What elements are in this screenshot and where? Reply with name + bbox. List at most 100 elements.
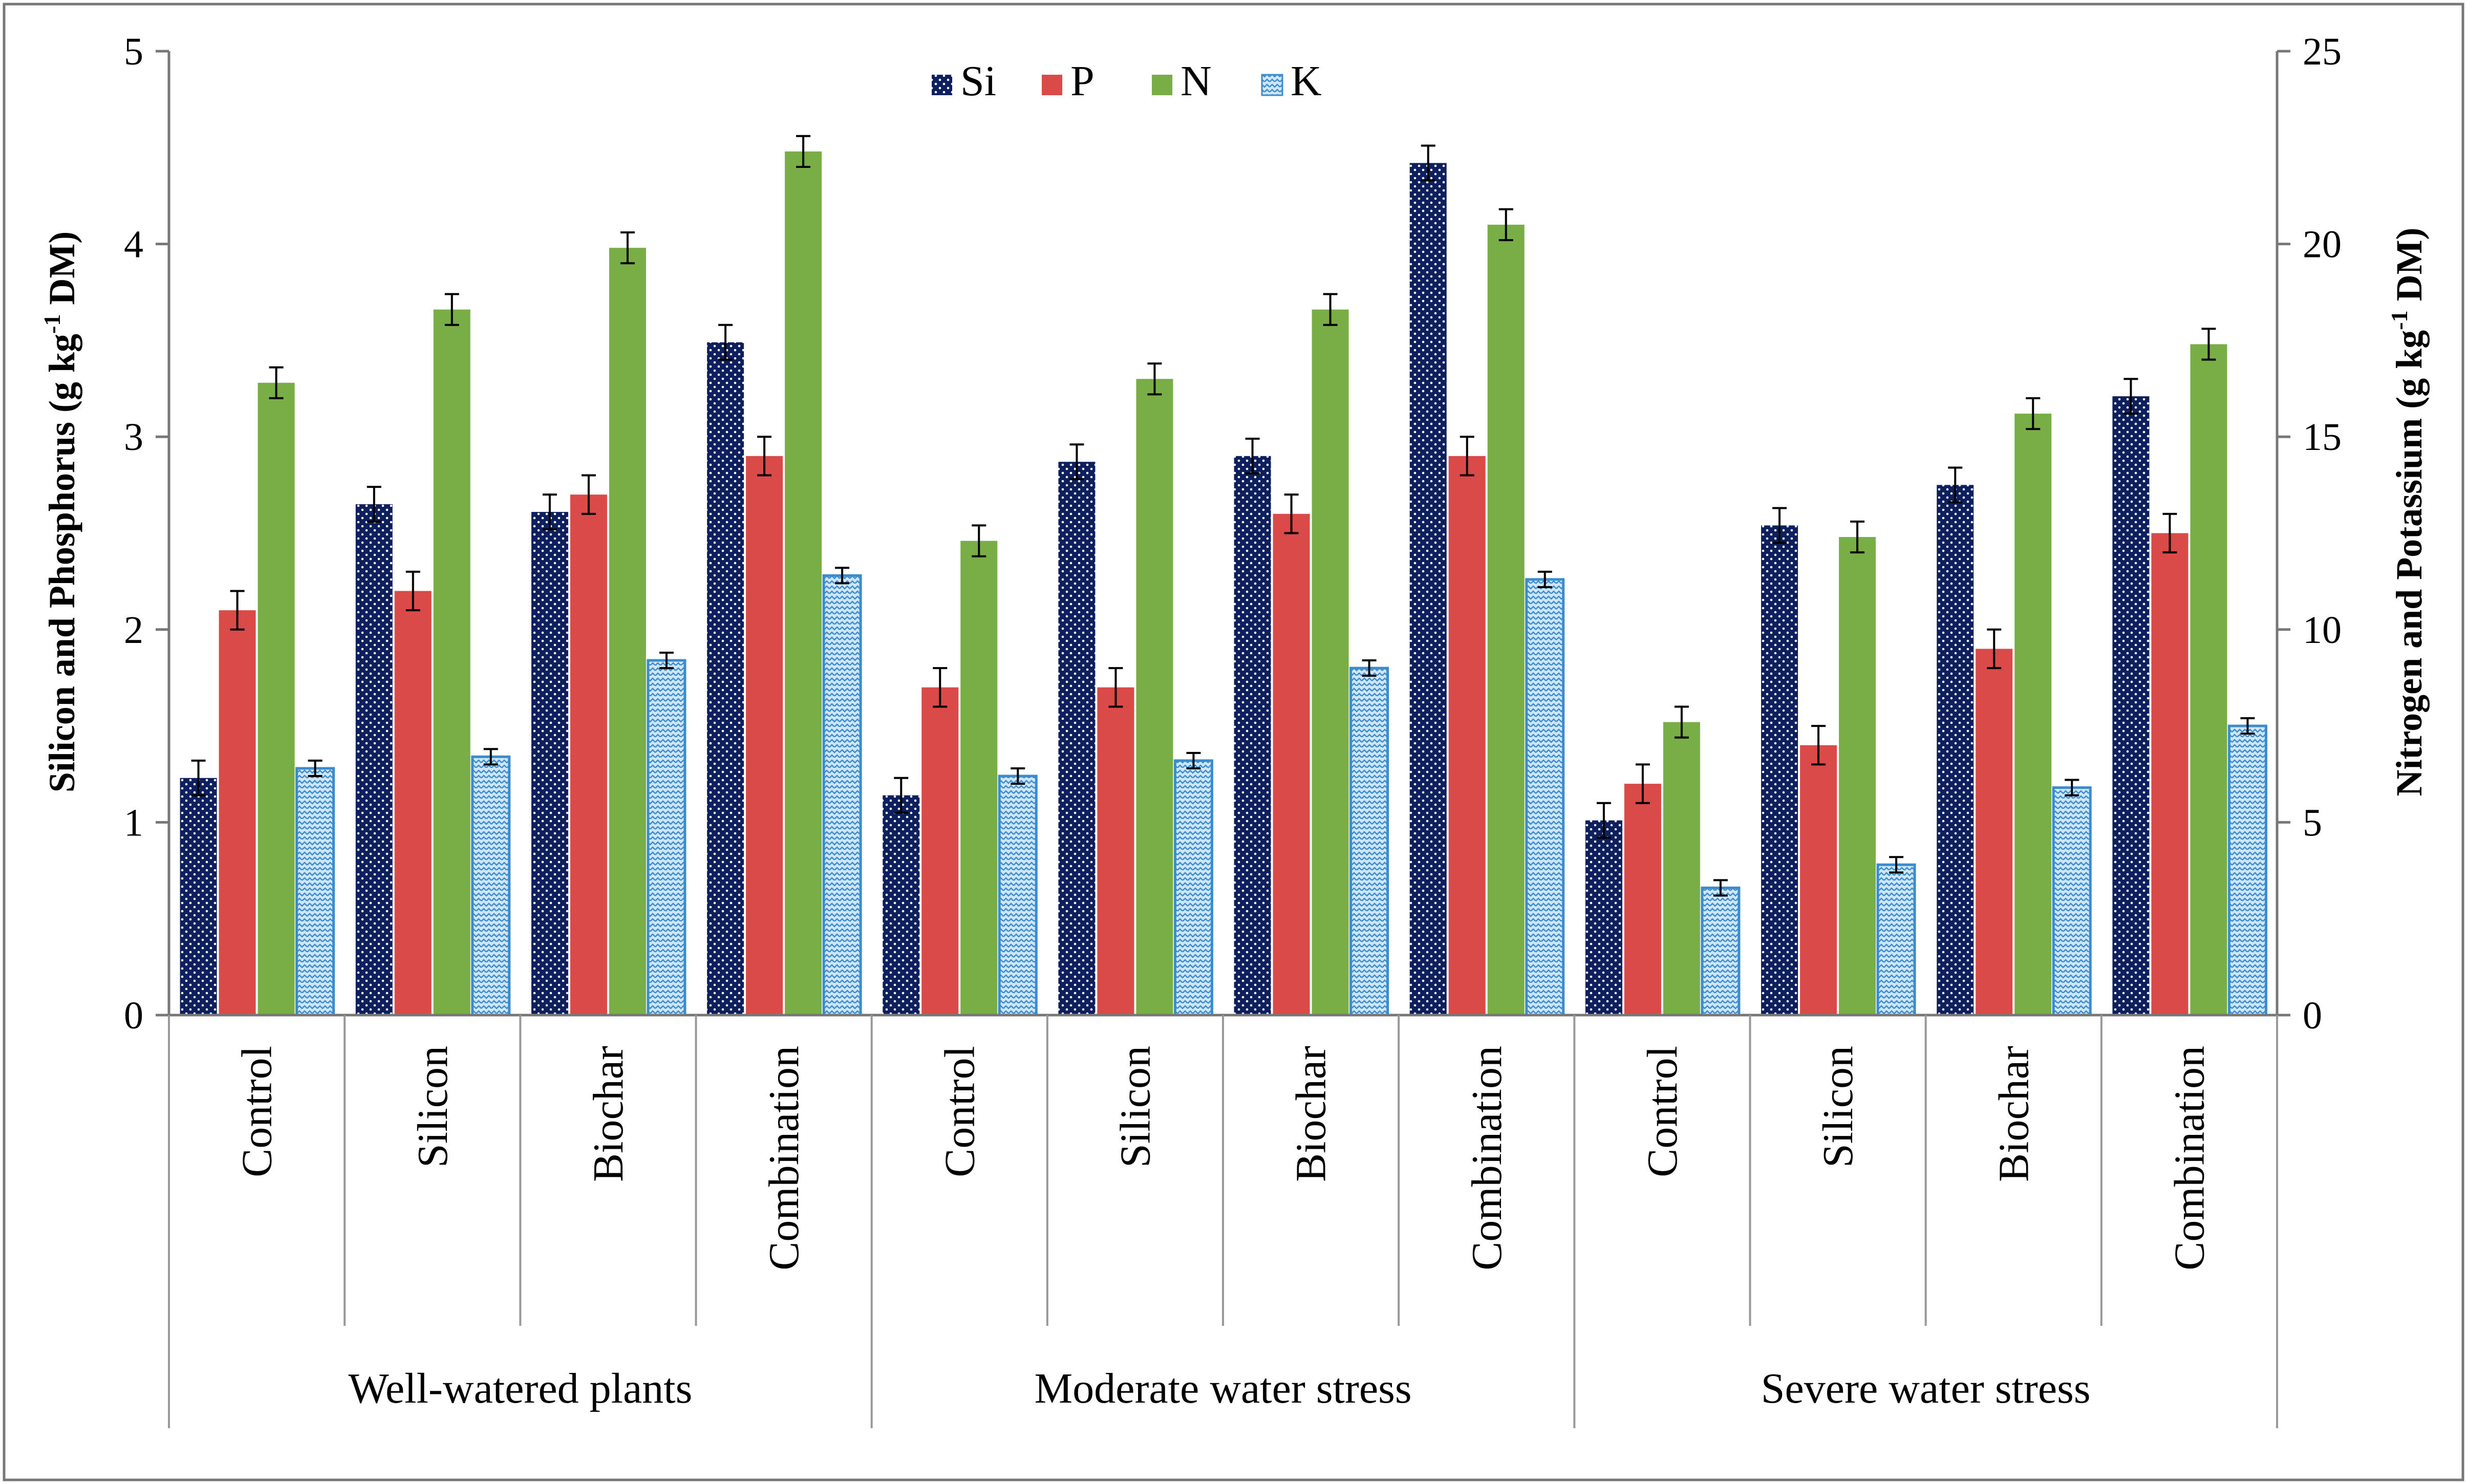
y-tick-right-label: 25 — [2303, 30, 2342, 73]
error-bar-si-11 — [2123, 378, 2138, 415]
error-bar-si-7 — [1421, 144, 1435, 182]
bar-k-2 — [647, 659, 687, 1017]
error-bar-p-8 — [1635, 763, 1650, 804]
error-bar-k-11 — [2240, 717, 2255, 735]
y-tick-left-label: 4 — [124, 223, 143, 266]
x-group-label: Moderate water stress — [1034, 1365, 1411, 1412]
error-bar-k-10 — [2065, 779, 2079, 797]
error-bar-n-6 — [1323, 293, 1338, 326]
x-category-label: Biochar — [1990, 1046, 2037, 1182]
error-bar-p-11 — [2162, 512, 2177, 554]
bar-k-4 — [998, 775, 1038, 1017]
bar-n-10 — [2014, 414, 2052, 1015]
bar-n-6 — [1312, 309, 1349, 1015]
bar-n-9 — [1839, 537, 1876, 1015]
bar-n-2 — [609, 248, 646, 1016]
y-tick-right-label: 0 — [2303, 994, 2322, 1037]
error-bar-p-7 — [1460, 436, 1474, 477]
error-bar-k-9 — [1889, 856, 1904, 874]
x-category-label: Silicon — [409, 1046, 457, 1168]
x-category-label: Silicon — [1814, 1046, 1862, 1168]
legend-label-p: P — [1070, 57, 1095, 105]
bar-n-11 — [2190, 344, 2227, 1015]
bar-k-7 — [1525, 578, 1565, 1017]
bar-si-0 — [180, 778, 217, 1015]
bar-si-7 — [1409, 163, 1447, 1016]
error-bar-n-9 — [1850, 520, 1865, 554]
x-category-label: Control — [1639, 1046, 1686, 1177]
bar-p-8 — [1624, 784, 1661, 1015]
y-axis-title-right: Nitrogen and Potassium (g kg-1 DM) — [2386, 227, 2430, 796]
error-bar-k-8 — [1713, 879, 1728, 897]
y-tick-right-label: 10 — [2303, 609, 2342, 652]
bar-si-4 — [883, 795, 920, 1015]
error-bar-p-10 — [1987, 628, 2002, 670]
error-bar-n-8 — [1674, 705, 1689, 739]
bar-si-11 — [2112, 396, 2150, 1015]
bar-si-5 — [1058, 462, 1096, 1016]
legend-label-k: K — [1291, 57, 1322, 105]
error-bar-p-6 — [1284, 493, 1299, 534]
error-bar-k-5 — [1186, 751, 1201, 769]
legend-swatch-k — [1261, 74, 1283, 96]
bar-p-9 — [1800, 745, 1837, 1015]
bar-k-10 — [2052, 786, 2092, 1017]
x-category-label: Silicon — [1111, 1046, 1159, 1168]
y-tick-left-label: 1 — [124, 801, 143, 844]
legend: Si P N K — [932, 57, 1322, 105]
error-bar-p-0 — [230, 590, 245, 631]
error-bar-k-1 — [483, 748, 498, 766]
error-bar-si-8 — [1596, 802, 1611, 839]
x-group-label: Well-watered plants — [348, 1365, 692, 1412]
error-bar-si-10 — [1948, 466, 1963, 504]
error-bar-p-3 — [757, 436, 772, 477]
error-bar-p-4 — [933, 667, 948, 708]
x-category-label: Combination — [760, 1046, 808, 1271]
error-bar-n-4 — [972, 524, 986, 557]
error-bar-si-6 — [1245, 437, 1260, 475]
bar-n-0 — [258, 382, 295, 1016]
legend-swatch-n — [1152, 75, 1172, 95]
error-bar-k-4 — [1011, 767, 1025, 785]
x-category-label: Control — [233, 1046, 281, 1177]
bar-k-6 — [1349, 666, 1389, 1017]
error-bar-si-0 — [191, 759, 206, 797]
bar-k-5 — [1173, 759, 1213, 1017]
bar-n-5 — [1136, 379, 1173, 1015]
bar-p-4 — [921, 687, 959, 1015]
error-bar-p-9 — [1811, 725, 1826, 766]
bar-si-9 — [1761, 525, 1798, 1015]
y-tick-right-label: 5 — [2303, 801, 2322, 844]
legend-label-si: Si — [960, 57, 996, 105]
bar-p-2 — [570, 494, 607, 1015]
bar-si-2 — [531, 512, 568, 1015]
bar-n-7 — [1487, 224, 1525, 1016]
error-bar-n-1 — [444, 293, 459, 326]
bar-k-1 — [471, 755, 511, 1017]
error-bar-si-4 — [894, 777, 909, 814]
error-bar-si-3 — [718, 324, 733, 361]
legend-swatch-si — [932, 75, 952, 95]
bar-k-9 — [1876, 863, 1916, 1017]
error-bar-k-3 — [835, 567, 850, 585]
bar-p-5 — [1097, 687, 1134, 1015]
bar-k-11 — [2227, 724, 2267, 1017]
error-bar-k-2 — [659, 651, 674, 670]
error-bar-k-6 — [1362, 659, 1377, 677]
error-bar-n-7 — [1498, 208, 1513, 242]
error-bar-n-10 — [2026, 397, 2041, 431]
bar-n-1 — [433, 309, 470, 1015]
error-bar-p-5 — [1108, 667, 1123, 708]
bar-si-3 — [707, 342, 744, 1015]
legend-label-n: N — [1181, 57, 1212, 105]
bar-p-0 — [219, 610, 256, 1015]
error-bar-si-5 — [1069, 443, 1084, 481]
error-bar-si-9 — [1772, 507, 1787, 544]
error-bar-k-7 — [1537, 570, 1552, 588]
bar-n-3 — [785, 151, 822, 1015]
y-tick-left-label: 2 — [124, 609, 143, 652]
error-bar-p-1 — [405, 570, 420, 612]
error-bar-p-2 — [581, 474, 596, 515]
